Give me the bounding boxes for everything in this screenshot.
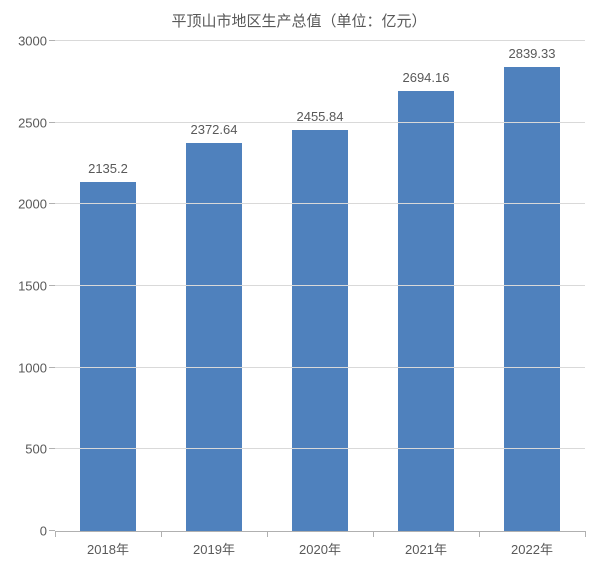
bar-value-label: 2372.64 <box>190 122 237 137</box>
chart-container: 平顶山市地区生产总值（单位：亿元） 2135.2 2372.64 2455.84 26… <box>0 0 598 567</box>
bar: 2455.84 <box>292 130 347 531</box>
x-tick-mark <box>479 531 480 537</box>
x-tick-label: 2021年 <box>405 539 447 558</box>
x-tick-label: 2018年 <box>87 539 129 558</box>
y-tick-label: 0 <box>40 524 55 539</box>
plot-area: 2135.22372.642455.842694.162839.33 05001… <box>55 42 585 532</box>
y-tick-label: 500 <box>25 442 55 457</box>
gridline <box>55 367 585 368</box>
y-tick-label: 2500 <box>18 115 55 130</box>
gridline <box>55 448 585 449</box>
bars-layer: 2135.2 2372.64 2455.84 2694.16 2839.33 <box>55 42 585 531</box>
bar: 2372.64 <box>186 143 241 531</box>
y-tick-label: 2000 <box>18 197 55 212</box>
x-tick-label: 2020年 <box>299 539 341 558</box>
x-tick-mark <box>585 531 586 537</box>
bar-value-label: 2839.33 <box>508 46 555 61</box>
gridline <box>55 203 585 204</box>
bar: 2839.33 <box>504 67 559 531</box>
x-tick-label: 2022年 <box>511 539 553 558</box>
x-tick-mark <box>373 531 374 537</box>
x-tick-mark <box>267 531 268 537</box>
y-tick-label: 3000 <box>18 34 55 49</box>
chart-title: 平顶山市地区生产总值（单位：亿元） <box>0 10 598 31</box>
bar-value-label: 2135.2 <box>88 161 128 176</box>
gridline <box>55 285 585 286</box>
y-tick-label: 1500 <box>18 279 55 294</box>
gridline <box>55 122 585 123</box>
x-tick-mark <box>55 531 56 537</box>
y-tick-label: 1000 <box>18 360 55 375</box>
x-tick-label: 2019年 <box>193 539 235 558</box>
bar: 2694.16 <box>398 91 453 531</box>
bar: 2135.2 <box>80 182 135 531</box>
x-tick-mark <box>161 531 162 537</box>
gridline <box>55 40 585 41</box>
bar-value-label: 2694.16 <box>402 70 449 85</box>
